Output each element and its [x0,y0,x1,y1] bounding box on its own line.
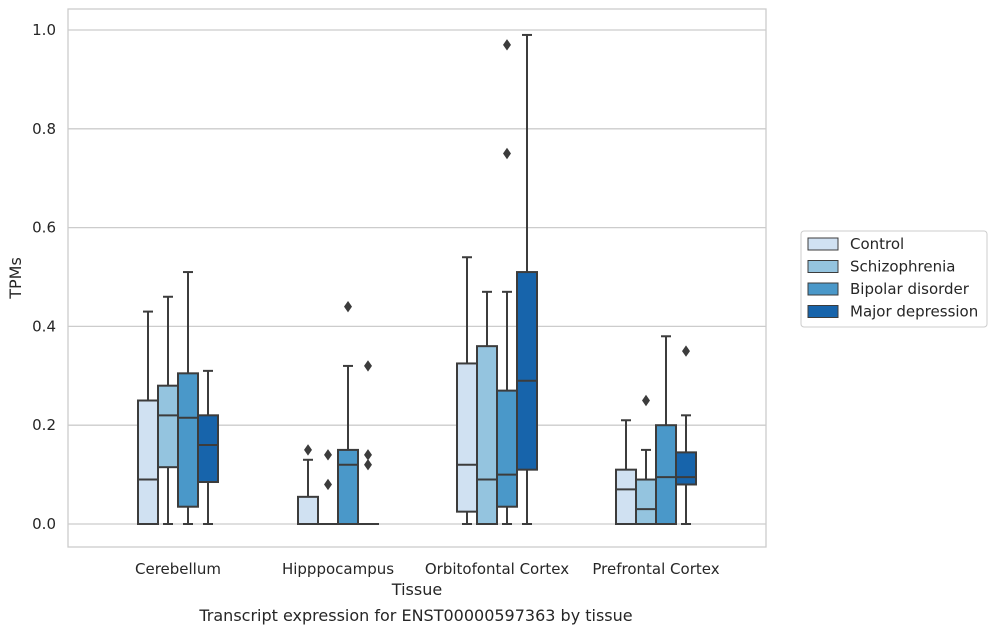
box-layer [137,33,697,526]
legend-swatch [807,260,839,273]
outlier-point [503,147,511,160]
y-tick-label: 1.0 [32,21,56,39]
legend-label: Bipolar disorder [850,280,970,298]
legend-label: Major depression [850,303,978,321]
x-tick-label: Prefrontal Cortex [592,560,719,578]
box-group [456,256,478,525]
box [655,424,677,526]
x-tick-label: Hipppocampus [282,560,394,578]
outlier-point [364,449,372,461]
outlier-point [324,449,332,461]
y-tick-label: 0.0 [32,515,56,533]
box [337,448,359,525]
box-group [516,33,538,525]
legend-label: Control [850,235,904,253]
legend-frame [800,230,988,328]
legend-swatch [807,305,839,318]
box [675,451,697,486]
x-axis-title: Tissue [391,580,442,599]
box-group [357,360,379,526]
y-tick-label: 0.8 [32,120,56,138]
box-group [177,271,199,525]
legend: Control Schizophrenia Bipolar disorder Majo… [800,230,988,328]
box-group [615,419,637,526]
y-tick-label: 0.4 [32,317,56,335]
box [476,345,498,525]
box-group [317,449,339,526]
box-group [137,310,159,525]
outlier-point [304,444,312,456]
outlier-point [344,300,352,313]
legend-swatch [807,237,839,251]
box [635,478,657,526]
legend-label: Schizophrenia [850,258,955,276]
x-tick-label: Cerebellum [135,560,221,578]
box [516,271,538,471]
outlier-point [324,478,332,491]
box-group [157,295,179,525]
box-group [635,394,657,526]
box [615,468,637,526]
y-axis-title: TPMs [6,257,25,300]
y-axis-ticks: 0.0 0.2 0.4 0.6 0.8 1.0 [32,21,56,533]
y-tick-label: 0.6 [32,219,56,237]
box [197,414,219,484]
x-axis-ticks: Cerebellum Hipppocampus Orbitofontal Corte… [135,560,720,578]
box [177,372,199,508]
box-group [655,335,677,526]
x-tick-label: Orbitofontal Cortex [425,560,569,578]
box [456,362,478,513]
outlier-point [682,345,690,357]
box-group [197,369,219,525]
plot-frame [67,8,767,548]
box [496,389,518,508]
box-group [337,300,359,525]
box [137,399,159,525]
outlier-point [503,39,511,51]
box-group [675,345,697,525]
figure-caption: Transcript expression for ENST0000059736… [199,606,633,625]
legend-swatch [807,282,839,296]
box [297,495,319,525]
outlier-point [642,394,650,407]
y-tick-label: 0.2 [32,416,56,434]
outlier-point [364,360,372,372]
box-group [496,39,518,525]
box-group [297,444,319,525]
box [157,384,179,469]
outlier-point [364,459,372,471]
